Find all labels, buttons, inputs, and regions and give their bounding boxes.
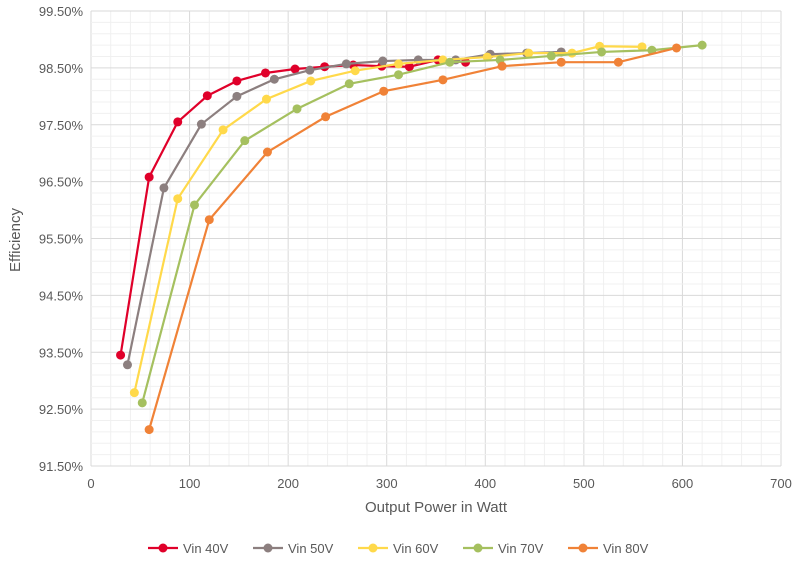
x-tick-label: 100	[179, 476, 201, 491]
data-point	[306, 76, 316, 86]
series-vin-80v	[144, 43, 682, 435]
series-group	[116, 40, 707, 435]
series-vin-60v	[129, 41, 647, 398]
data-point	[404, 62, 414, 72]
data-point	[232, 76, 242, 86]
y-tick-label: 91.50%	[39, 459, 84, 474]
data-point	[218, 125, 228, 135]
x-tick-label: 700	[770, 476, 792, 491]
data-point	[116, 350, 126, 360]
data-point	[129, 388, 139, 398]
x-tick-label: 500	[573, 476, 595, 491]
data-point	[546, 51, 556, 61]
legend-item: Vin 80V	[568, 541, 649, 556]
data-point	[321, 112, 331, 122]
legend-label: Vin 40V	[183, 541, 229, 556]
data-point	[305, 65, 315, 75]
data-point	[144, 425, 154, 435]
y-tick-label: 94.50%	[39, 288, 84, 303]
y-tick-label: 98.50%	[39, 61, 84, 76]
x-tick-label: 200	[277, 476, 299, 491]
data-point	[137, 398, 147, 408]
legend-item: Vin 60V	[358, 541, 439, 556]
x-tick-label: 400	[474, 476, 496, 491]
x-tick-label: 600	[672, 476, 694, 491]
data-point	[173, 194, 183, 204]
legend-label: Vin 60V	[393, 541, 439, 556]
x-axis-label: Output Power in Watt	[365, 499, 508, 516]
data-point	[159, 183, 169, 193]
data-point	[378, 56, 388, 66]
y-tick-label: 97.50%	[39, 118, 84, 133]
data-point	[344, 79, 354, 89]
data-point	[438, 55, 448, 65]
data-point	[394, 59, 404, 69]
x-tick-label: 0	[87, 476, 94, 491]
data-point	[240, 136, 250, 146]
data-point	[290, 64, 300, 74]
data-point	[438, 75, 448, 85]
legend-item: Vin 70V	[463, 541, 544, 556]
data-point	[232, 91, 242, 101]
y-tick-label: 96.50%	[39, 175, 84, 190]
data-point	[497, 61, 507, 71]
data-point	[190, 200, 199, 210]
y-tick-label: 92.50%	[39, 402, 84, 417]
data-point	[341, 59, 351, 69]
data-point	[262, 147, 272, 157]
y-axis-label: Efficiency	[7, 208, 24, 272]
grid	[90, 10, 782, 467]
data-point	[204, 215, 214, 225]
data-point	[196, 119, 206, 129]
legend-label: Vin 50V	[288, 541, 334, 556]
data-point	[260, 68, 270, 78]
legend-label: Vin 70V	[498, 541, 544, 556]
x-tick-label: 300	[376, 476, 398, 491]
series-line	[119, 58, 466, 356]
data-point	[637, 42, 647, 52]
legend-marker	[368, 543, 378, 553]
data-point	[261, 94, 271, 104]
y-tick-label: 93.50%	[39, 345, 84, 360]
y-tick-label: 95.50%	[39, 232, 84, 247]
data-point	[379, 86, 389, 96]
data-point	[524, 48, 534, 58]
y-axis-ticks: 91.50% 92.50% 93.50% 94.50% 95.50% 96.50% 97.5…	[39, 4, 84, 474]
data-point	[350, 66, 360, 76]
series-vin-40v	[116, 55, 471, 360]
legend-marker	[473, 543, 483, 553]
data-point	[613, 57, 623, 67]
data-point	[202, 91, 212, 101]
data-point	[144, 172, 154, 182]
legend: Vin 40V Vin 50V Vin 60V Vin 70V Vin 80V	[148, 541, 649, 556]
data-point	[292, 104, 302, 114]
data-point	[269, 74, 279, 84]
legend-marker	[158, 543, 168, 553]
legend-label: Vin 80V	[603, 541, 649, 556]
data-point	[445, 57, 455, 67]
data-point	[122, 360, 132, 370]
data-point	[173, 117, 183, 127]
legend-marker	[263, 543, 273, 553]
series-line	[141, 44, 703, 404]
legend-marker	[578, 543, 588, 553]
y-tick-label: 99.50%	[39, 4, 84, 19]
data-point	[697, 40, 707, 50]
legend-item: Vin 40V	[148, 541, 229, 556]
series-vin-70v	[137, 40, 707, 408]
legend-item: Vin 50V	[253, 541, 334, 556]
series-line	[148, 46, 677, 430]
data-point	[672, 43, 682, 53]
data-point	[394, 70, 404, 80]
data-point	[556, 57, 566, 67]
x-axis-ticks: 0 100 200 300 400 500 600 700	[87, 476, 791, 491]
data-point	[597, 47, 607, 57]
